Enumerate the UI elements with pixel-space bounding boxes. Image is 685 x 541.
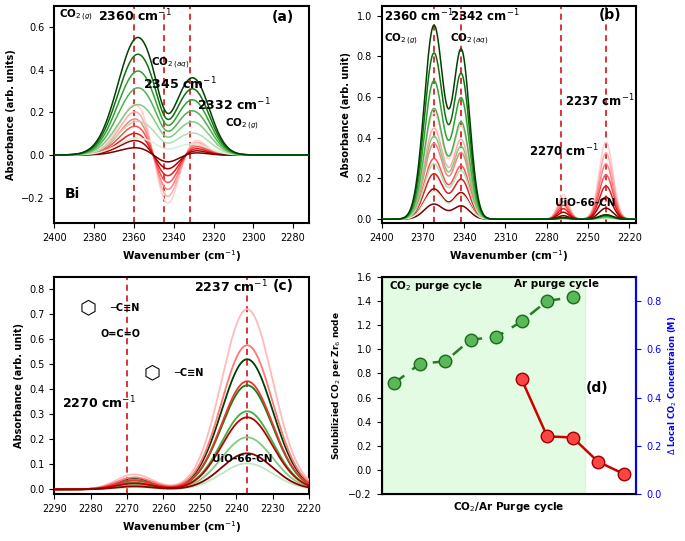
Text: 2270 cm$^{-1}$: 2270 cm$^{-1}$ [62,394,136,411]
X-axis label: Wavenumber (cm$^{-1}$): Wavenumber (cm$^{-1}$) [122,248,242,265]
Text: ─C≡N: ─C≡N [174,368,203,378]
Y-axis label: Solubilizied CO$_2$ per Zr$_6$ node: Solubilizied CO$_2$ per Zr$_6$ node [329,311,342,460]
X-axis label: Wavenumber (cm$^{-1}$): Wavenumber (cm$^{-1}$) [122,520,242,536]
X-axis label: CO$_2$/Ar Purge cycle: CO$_2$/Ar Purge cycle [453,500,564,514]
Bar [382,276,586,494]
Text: 2345 cm$^{-1}$: 2345 cm$^{-1}$ [143,75,217,92]
X-axis label: Wavenumber (cm$^{-1}$): Wavenumber (cm$^{-1}$) [449,248,569,265]
Text: (b): (b) [599,8,621,22]
Text: 2360 cm$^{-1}$: 2360 cm$^{-1}$ [98,8,171,24]
Text: CO$_{2\,(aq)}$: CO$_{2\,(aq)}$ [151,56,190,71]
Text: ⬡: ⬡ [143,364,160,382]
Text: 2360 cm$^{-1}$: 2360 cm$^{-1}$ [384,8,453,24]
Text: ─C≡N: ─C≡N [110,303,140,313]
Text: UiO-66-CN: UiO-66-CN [555,198,615,208]
Text: (c): (c) [273,279,294,293]
Text: CO$_{2\,(g)}$: CO$_{2\,(g)}$ [384,32,418,47]
Text: Bi: Bi [64,188,79,201]
Text: 2342 cm$^{-1}$: 2342 cm$^{-1}$ [450,8,520,24]
Text: ⬡: ⬡ [80,299,97,318]
Text: CO$_{2\,(g)}$: CO$_{2\,(g)}$ [60,8,93,23]
Text: UiO-66-CN: UiO-66-CN [212,454,273,464]
Text: 2270 cm$^{-1}$: 2270 cm$^{-1}$ [530,143,599,159]
Y-axis label: Absorbance (arb. unit): Absorbance (arb. unit) [341,52,351,177]
Text: CO$_2$ purge cycle: CO$_2$ purge cycle [389,279,484,293]
Y-axis label: $\Delta$ Local CO$_2$ Concentraion (M): $\Delta$ Local CO$_2$ Concentraion (M) [667,316,680,455]
Text: (d): (d) [586,381,608,395]
Text: O=C=O: O=C=O [100,329,140,339]
Text: 2237 cm$^{-1}$: 2237 cm$^{-1}$ [565,93,634,109]
Y-axis label: Absorbance (arb. units): Absorbance (arb. units) [5,49,16,180]
Text: (a): (a) [271,10,294,24]
Text: Ar purge cycle: Ar purge cycle [514,279,599,289]
Text: 2332 cm$^{-1}$: 2332 cm$^{-1}$ [197,97,271,114]
Text: CO$_{2\,(aq)}$: CO$_{2\,(aq)}$ [450,32,489,47]
Y-axis label: Absorbance (arb. unit): Absorbance (arb. unit) [14,323,24,448]
Text: 2237 cm$^{-1}$: 2237 cm$^{-1}$ [195,279,269,295]
Text: CO$_{2\,(g)}$: CO$_{2\,(g)}$ [225,116,259,132]
